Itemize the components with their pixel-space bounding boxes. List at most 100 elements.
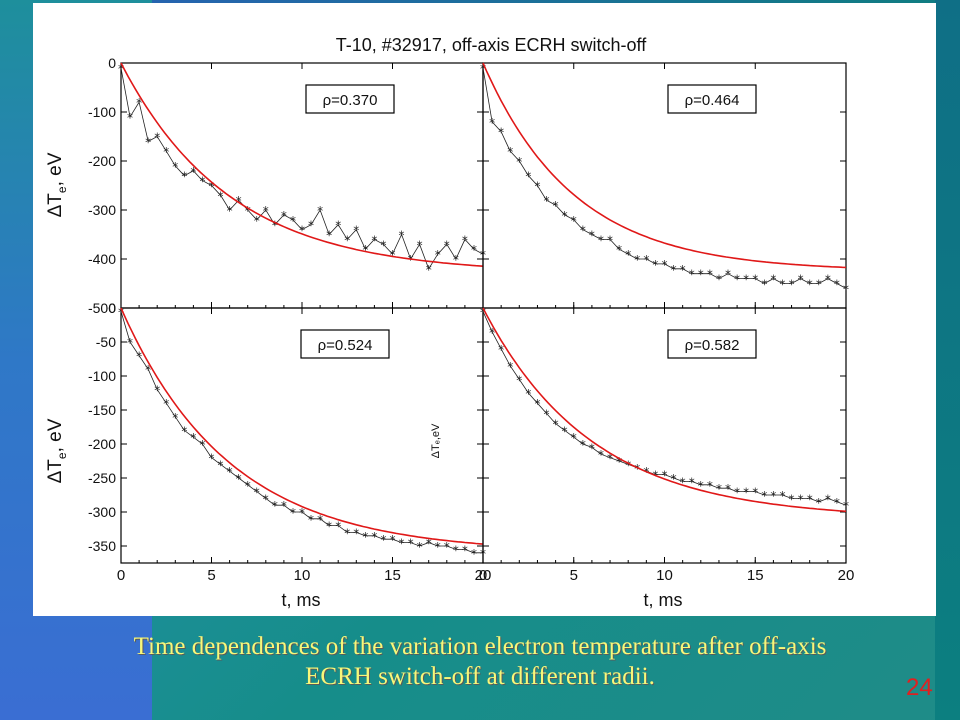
data-point: * — [462, 233, 468, 247]
data-point: * — [190, 431, 196, 445]
data-point: * — [734, 273, 740, 287]
data-point: * — [789, 492, 795, 506]
data-point: * — [643, 253, 649, 267]
ylabel-top: ΔTe, eV — [45, 152, 69, 217]
data-point: * — [317, 513, 323, 527]
data-point: * — [498, 343, 504, 357]
data-point: * — [516, 155, 522, 169]
data-point: * — [362, 243, 368, 257]
y-tick-label: -250 — [88, 470, 116, 486]
rho-label: ρ=0.582 — [685, 337, 740, 354]
fit-curve — [482, 307, 847, 513]
data-point: * — [145, 363, 151, 377]
data-point: * — [589, 441, 595, 455]
data-point: * — [571, 214, 577, 228]
data-point: * — [625, 248, 631, 262]
data-point: * — [417, 540, 423, 554]
data-point: * — [471, 547, 477, 561]
data-point: * — [662, 258, 668, 272]
data-point: * — [335, 219, 341, 233]
data-point: * — [308, 219, 314, 233]
fit-curve — [120, 62, 484, 267]
data-point: * — [770, 489, 776, 503]
data-point: * — [172, 411, 178, 425]
data-point: * — [272, 219, 278, 233]
data-point: * — [662, 469, 668, 483]
data-point: * — [254, 486, 260, 500]
data-point: * — [671, 263, 677, 277]
data-point: * — [281, 499, 287, 513]
data-point: * — [707, 479, 713, 493]
data-point: * — [326, 229, 332, 243]
y-tick-label: -350 — [88, 538, 116, 554]
data-point: * — [181, 170, 187, 184]
data-line — [120, 311, 483, 554]
data-point: * — [335, 520, 341, 534]
data-point: * — [698, 479, 704, 493]
data-point: * — [761, 489, 767, 503]
data-point: * — [725, 482, 731, 496]
data-point: * — [489, 116, 495, 130]
data-point: * — [218, 189, 224, 203]
data-point: * — [118, 62, 124, 76]
data-point: * — [480, 62, 486, 76]
xlabel-right: t, ms — [644, 590, 683, 610]
data-point: * — [299, 506, 305, 520]
x-tick-label: 20 — [838, 567, 855, 584]
data-point: * — [843, 282, 849, 296]
data-point: * — [589, 229, 595, 243]
data-point: * — [807, 492, 813, 506]
rho-label-box — [305, 84, 395, 114]
data-point: * — [743, 273, 749, 287]
data-point: * — [263, 204, 269, 218]
data-point: * — [118, 305, 124, 319]
data-point: * — [344, 233, 350, 247]
data-point: * — [227, 465, 233, 479]
rho-label-box — [667, 84, 757, 114]
data-point: * — [453, 543, 459, 557]
data-point: * — [127, 111, 133, 125]
x-tick-label: 10 — [294, 567, 311, 584]
data-point: * — [190, 165, 196, 179]
data-point: * — [580, 438, 586, 452]
y-tick-label: -400 — [88, 251, 116, 267]
data-point: * — [471, 243, 477, 257]
data-point: * — [462, 543, 468, 557]
data-point: * — [435, 540, 441, 554]
data-point: * — [236, 194, 242, 208]
data-point: * — [571, 431, 577, 445]
panel-top-right: ******** ** ** * * ** * * * * * * * * * * * * * * * * * * * * * * * *… — [480, 62, 849, 309]
data-point: * — [562, 424, 568, 438]
data-point: * — [770, 273, 776, 287]
data-point: * — [816, 278, 822, 292]
y-tick-label: -300 — [88, 202, 116, 218]
data-point: * — [698, 268, 704, 282]
data-point: * — [154, 384, 160, 398]
data-point: * — [507, 360, 513, 374]
data-point: * — [779, 278, 785, 292]
data-point: * — [734, 486, 740, 500]
data-point: * — [825, 492, 831, 506]
data-point: * — [843, 499, 849, 513]
data-point: * — [680, 263, 686, 277]
data-point: * — [290, 214, 296, 228]
data-point: * — [444, 540, 450, 554]
data-point: * — [263, 492, 269, 506]
data-point: * — [344, 526, 350, 540]
data-point: * — [172, 160, 178, 174]
data-point: * — [562, 209, 568, 223]
ylabel-small: ΔTₑ,eV — [430, 423, 442, 458]
y-tick-label: -200 — [88, 153, 116, 169]
data-point: * — [145, 135, 151, 149]
data-point: * — [136, 350, 142, 364]
figure-panel: T-10, #32917, off-axis ECRH switch-off 0-… — [33, 3, 936, 616]
data-point: * — [634, 462, 640, 476]
data-point: * — [544, 407, 550, 421]
data-point: * — [616, 455, 622, 469]
y-tick-label: 0 — [108, 300, 116, 316]
data-point: * — [825, 273, 831, 287]
data-point: * — [326, 520, 332, 534]
x-tick-label: 20 — [475, 567, 492, 584]
data-point: * — [507, 145, 513, 159]
x-tick-label: 5 — [207, 567, 215, 584]
